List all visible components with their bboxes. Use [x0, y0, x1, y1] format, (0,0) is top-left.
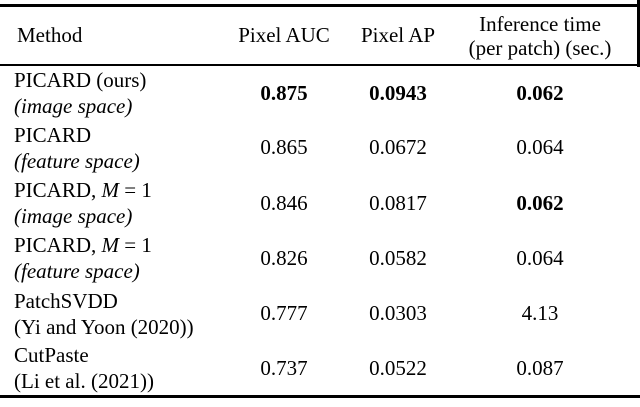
- method-cell: PatchSVDD (Yi and Yoon (2020)): [0, 286, 212, 341]
- pixel-ap-value: 0.0817: [369, 190, 427, 215]
- pixel-ap-value: 0.0582: [369, 245, 427, 270]
- method-cell: CutPaste (Li et al. (2021)): [0, 341, 212, 396]
- table-header: Method Pixel AUC Pixel AP Inference time…: [0, 5, 640, 66]
- method-subname: (image space): [14, 204, 133, 229]
- pixel-auc-value: 0.875: [260, 80, 308, 105]
- method-name: PatchSVDD: [14, 288, 212, 314]
- pixel-auc-value: 0.826: [260, 245, 308, 270]
- table-body: PICARD (ours) (image space) 0.875 0.0943…: [0, 65, 640, 397]
- method-name-post: = 1: [119, 178, 152, 203]
- method-name-pre: PatchSVDD: [14, 288, 118, 313]
- pixel-ap-value: 0.0672: [369, 135, 427, 160]
- pixel-ap-value: 0.0522: [369, 355, 427, 380]
- method-name-pre: PICARD,: [14, 233, 102, 258]
- pixel-ap-value: 0.0303: [369, 301, 427, 326]
- method-name-pre: PICARD: [14, 122, 92, 147]
- method-subname: (Yi and Yoon (2020)): [14, 314, 194, 339]
- header-inference-line1: Inference time: [479, 11, 601, 36]
- results-table: Method Pixel AUC Pixel AP Inference time…: [0, 4, 640, 398]
- pixel-ap-value: 0.0943: [369, 80, 427, 105]
- method-name-pre: PICARD (ours): [14, 68, 147, 93]
- method-name: CutPaste: [14, 342, 212, 368]
- table-row: PICARD, M = 1 (feature space) 0.826 0.05…: [0, 231, 640, 286]
- method-subname: (feature space): [14, 148, 140, 173]
- table-row: PICARD (feature space) 0.865 0.0672 0.06…: [0, 120, 640, 175]
- header-row: Method Pixel AUC Pixel AP Inference time…: [0, 5, 640, 66]
- method-subname: (image space): [14, 94, 133, 119]
- inference-time-value: 0.087: [516, 355, 564, 380]
- header-inference-line2: (per patch) (sec.): [468, 35, 612, 60]
- method-name: PICARD (ours): [14, 67, 212, 93]
- header-method: Method: [0, 5, 212, 66]
- inference-time-value: 4.13: [521, 301, 559, 326]
- table-row: PatchSVDD (Yi and Yoon (2020)) 0.777 0.0…: [0, 286, 640, 341]
- method-name-post: = 1: [119, 233, 152, 258]
- inference-time-value: 0.062: [516, 190, 564, 215]
- math-variable: M: [101, 178, 120, 203]
- header-pixel-auc: Pixel AUC: [212, 5, 356, 66]
- method-cell: PICARD (ours) (image space): [0, 65, 212, 120]
- pixel-auc-value: 0.737: [260, 355, 308, 380]
- pixel-auc-value: 0.865: [260, 135, 308, 160]
- pixel-auc-value: 0.777: [260, 301, 308, 326]
- crop-artifact-line: [637, 0, 640, 67]
- method-cell: PICARD (feature space): [0, 120, 212, 175]
- table-row: PICARD (ours) (image space) 0.875 0.0943…: [0, 65, 640, 120]
- math-variable: M: [101, 233, 120, 258]
- table-row: CutPaste (Li et al. (2021)) 0.737 0.0522…: [0, 341, 640, 396]
- pixel-auc-value: 0.846: [260, 190, 308, 215]
- method-name: PICARD, M = 1: [14, 232, 212, 258]
- method-subname: (Li et al. (2021)): [14, 369, 154, 394]
- inference-time-value: 0.062: [516, 80, 564, 105]
- method-name: PICARD: [14, 122, 212, 148]
- method-name-pre: CutPaste: [14, 343, 89, 368]
- method-cell: PICARD, M = 1 (feature space): [0, 231, 212, 286]
- method-subname: (feature space): [14, 259, 140, 284]
- inference-time-value: 0.064: [516, 135, 564, 160]
- method-cell: PICARD, M = 1 (image space): [0, 176, 212, 231]
- table-row: PICARD, M = 1 (image space) 0.846 0.0817…: [0, 176, 640, 231]
- header-pixel-ap: Pixel AP: [356, 5, 440, 66]
- method-name: PICARD, M = 1: [14, 177, 212, 203]
- inference-time-value: 0.064: [516, 245, 564, 270]
- method-name-pre: PICARD,: [14, 178, 102, 203]
- header-inference-time: Inference time (per patch) (sec.): [440, 5, 640, 66]
